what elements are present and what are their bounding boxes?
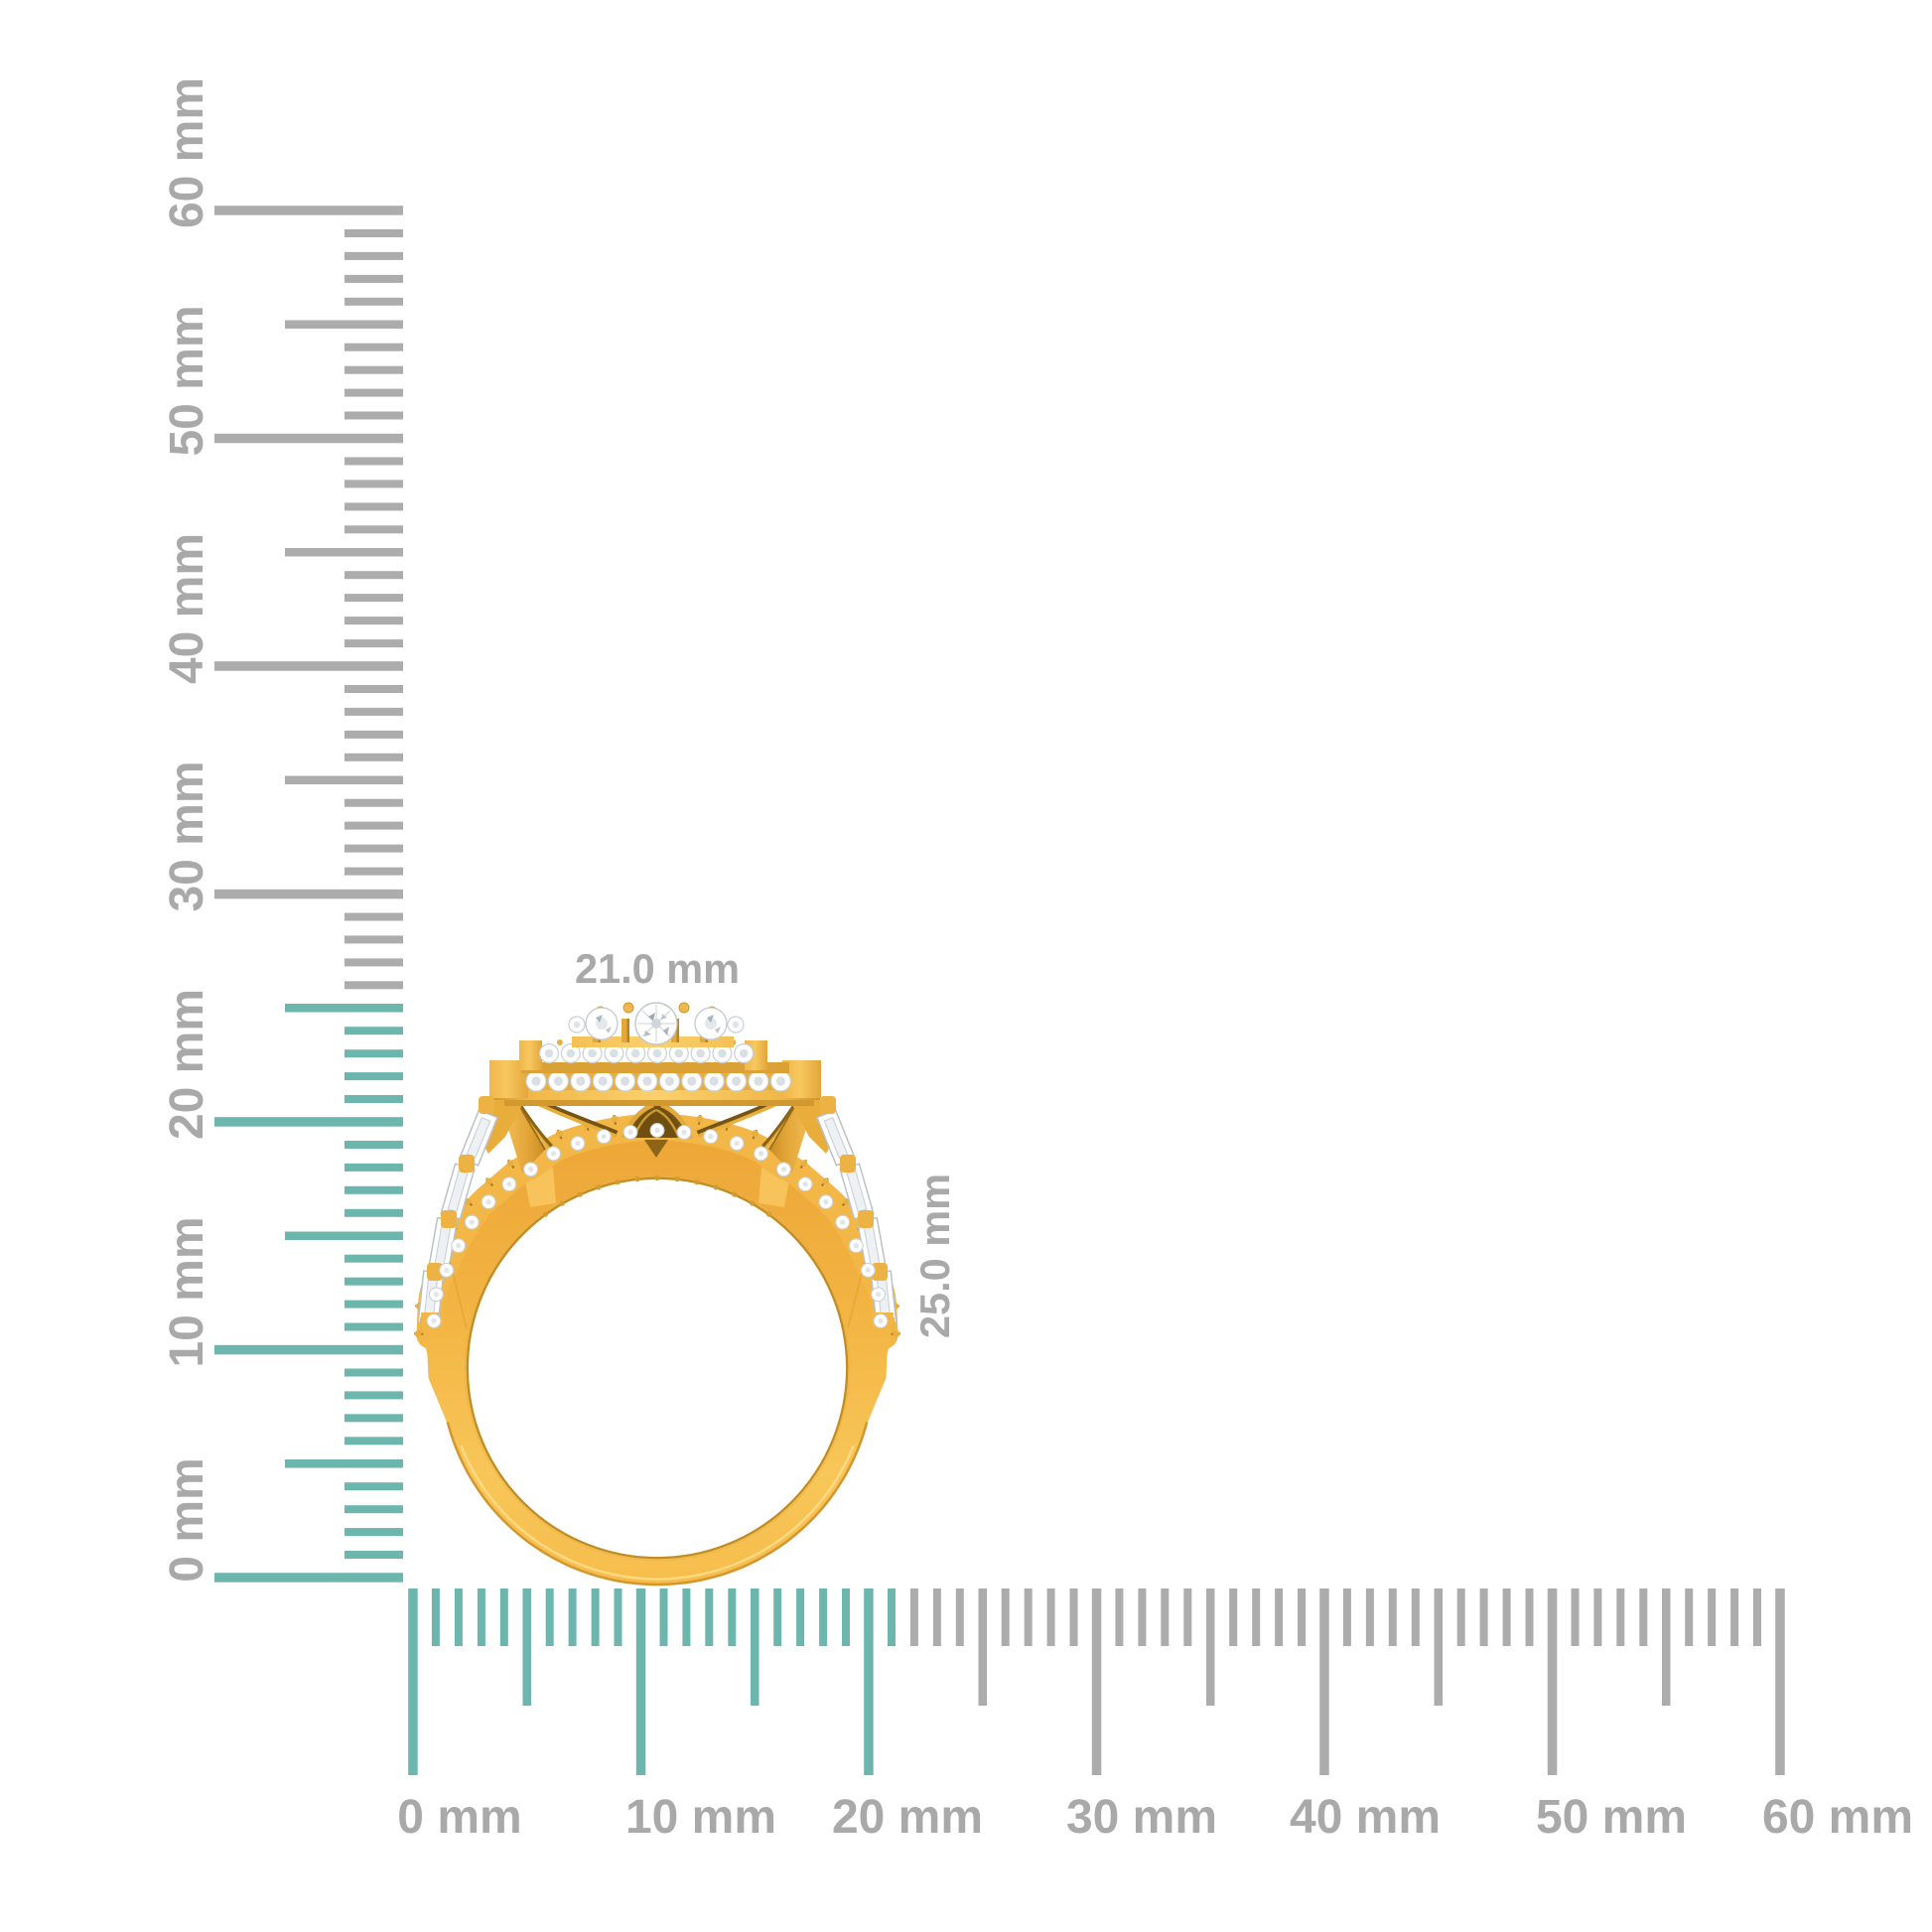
svg-text:10 mm: 10 mm [625, 1791, 776, 1844]
svg-text:40 mm: 40 mm [161, 533, 213, 684]
svg-text:30 mm: 30 mm [161, 760, 213, 911]
svg-text:30 mm: 30 mm [1066, 1791, 1217, 1844]
svg-text:20 mm: 20 mm [161, 989, 213, 1140]
svg-text:0 mm: 0 mm [397, 1791, 521, 1844]
svg-text:0 mm: 0 mm [161, 1457, 213, 1582]
svg-text:25.0 mm: 25.0 mm [911, 1173, 958, 1338]
svg-text:10 mm: 10 mm [161, 1216, 213, 1367]
svg-text:60 mm: 60 mm [1762, 1791, 1913, 1844]
svg-text:50 mm: 50 mm [161, 305, 213, 456]
svg-text:40 mm: 40 mm [1290, 1791, 1441, 1844]
svg-text:20 mm: 20 mm [832, 1791, 983, 1844]
svg-text:50 mm: 50 mm [1536, 1791, 1687, 1844]
svg-text:21.0 mm: 21.0 mm [575, 945, 740, 992]
svg-text:60 mm: 60 mm [161, 77, 213, 228]
